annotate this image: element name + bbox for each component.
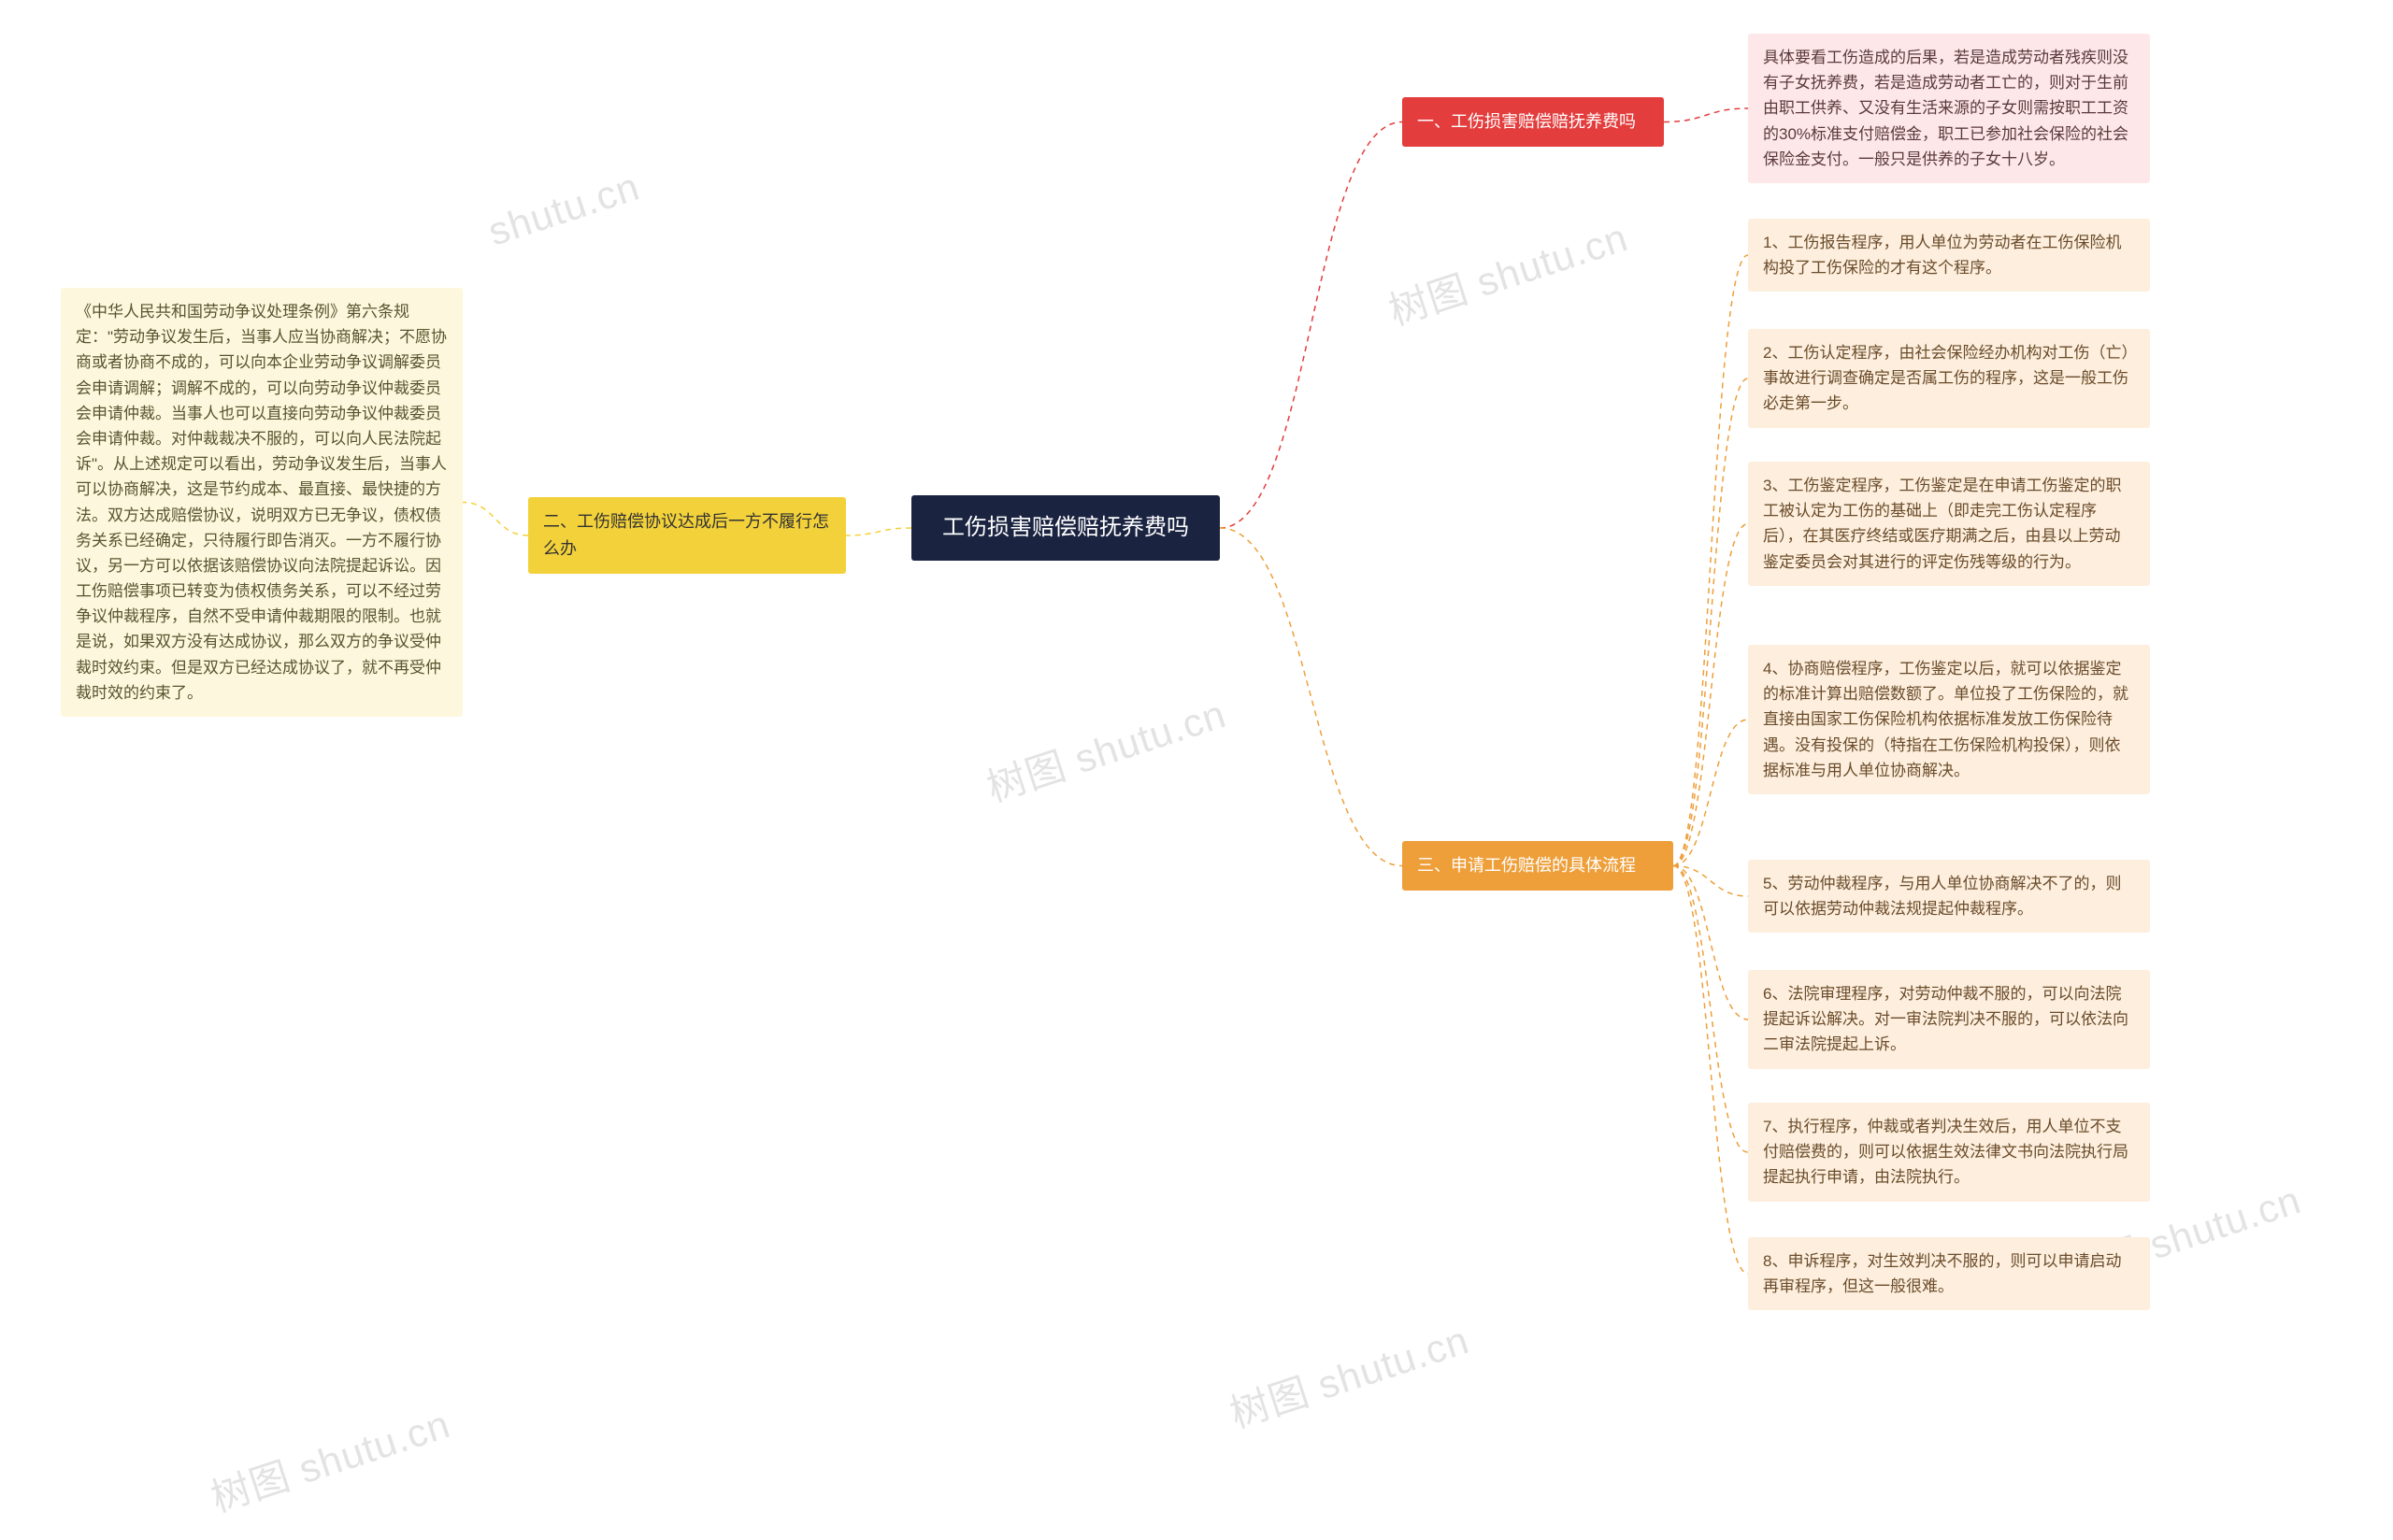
leaf-b3-0[interactable]: 1、工伤报告程序，用人单位为劳动者在工伤保险机构投了工伤保险的才有这个程序。 [1748,219,2150,292]
leaf-b1-0[interactable]: 具体要看工伤造成的后果，若是造成劳动者残疾则没有子女抚养费，若是造成劳动者工亡的… [1748,34,2150,183]
leaf-b3-5[interactable]: 6、法院审理程序，对劳动仲裁不服的，可以向法院提起诉讼解决。对一审法院判决不服的… [1748,970,2150,1069]
center-node[interactable]: 工伤损害赔偿赔抚养费吗 [911,495,1220,561]
watermark: 树图 shutu.cn [203,1392,456,1523]
leaf-b2-0[interactable]: 《中华人民共和国劳动争议处理条例》第六条规定："劳动争议发生后，当事人应当协商解… [61,288,463,717]
watermark: 树图 shutu.cn [1381,206,1634,336]
leaf-b3-6[interactable]: 7、执行程序，仲裁或者判决生效后，用人单位不支付赔偿费的，则可以依据生效法律文书… [1748,1103,2150,1202]
branch-b2[interactable]: 二、工伤赔偿协议达成后一方不履行怎么办 [528,497,846,574]
watermark: 树图 shutu.cn [979,682,1232,813]
leaf-b3-2[interactable]: 3、工伤鉴定程序，工伤鉴定是在申请工伤鉴定的职工被认定为工伤的基础上（即走完工伤… [1748,462,2150,586]
leaf-b3-1[interactable]: 2、工伤认定程序，由社会保险经办机构对工伤（亡）事故进行调查确定是否属工伤的程序… [1748,329,2150,428]
leaf-b3-7[interactable]: 8、申诉程序，对生效判决不服的，则可以申请启动再审程序，但这一般很难。 [1748,1237,2150,1310]
leaf-b3-3[interactable]: 4、协商赔偿程序，工伤鉴定以后，就可以依据鉴定的标准计算出赔偿数额了。单位投了工… [1748,645,2150,794]
branch-b1[interactable]: 一、工伤损害赔偿赔抚养费吗 [1402,97,1664,147]
branch-b3[interactable]: 三、申请工伤赔偿的具体流程 [1402,841,1673,891]
watermark: 树图 shutu.cn [1222,1308,1475,1439]
watermark: shutu.cn [483,164,645,254]
leaf-b3-4[interactable]: 5、劳动仲裁程序，与用人单位协商解决不了的，则可以依据劳动仲裁法规提起仲裁程序。 [1748,860,2150,933]
